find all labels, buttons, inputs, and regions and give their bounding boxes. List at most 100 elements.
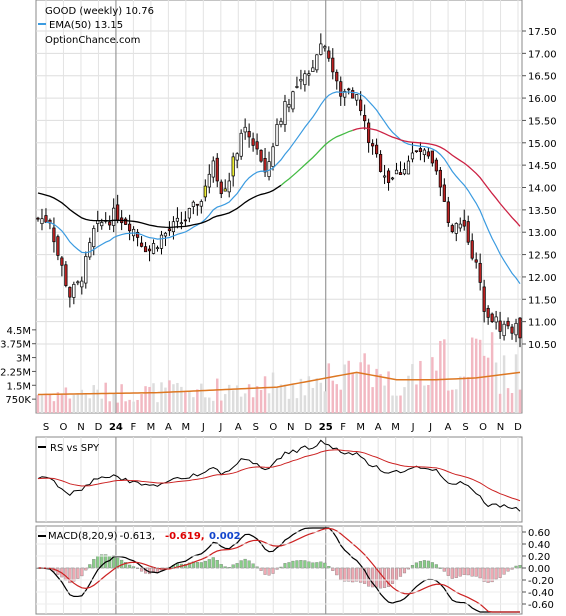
candle [175,217,180,222]
volume-bar [494,362,498,413]
volume-bar [36,394,40,413]
volume-bar [295,398,299,413]
volume-bar [48,393,52,413]
volume-bar [144,386,147,413]
volume-bar [140,394,143,413]
macd-histogram-bar [64,567,68,581]
candle [64,264,68,286]
macd-histogram-bar [207,559,211,569]
volume-bar [220,400,223,413]
candle [446,201,450,223]
ema-legend-label: EMA(50) 13.15 [49,20,123,31]
candle [283,101,287,125]
candle [219,181,223,195]
candle [470,240,474,259]
x-month-label: O [60,422,68,433]
macd-tick-label: -0.40 [528,588,554,599]
volume-bar [319,382,323,413]
macd-legend-label: MACD(8,20,9) -0.613, [48,531,155,542]
candle [112,207,116,226]
candle [375,144,379,155]
volume-bar [196,389,199,413]
macd-histogram-bar [299,560,303,569]
volume-bar [52,401,56,413]
macd-histogram-bar [235,563,239,569]
candle [331,57,335,73]
macd-value: -0.613, [120,531,155,542]
candle [339,81,343,97]
candle [147,248,152,252]
price-tick-label: 14.00 [528,184,557,195]
candle [227,180,231,193]
macd-histogram-bar [434,564,438,569]
candle [128,223,132,232]
x-month-label: S [43,422,49,433]
x-month-label: N [77,422,84,433]
candle [291,91,295,110]
volume-tick-label: 1.5M [6,381,31,392]
macd-histogram-bar [199,562,203,569]
volume-tick-label: 3.75M [0,340,31,351]
price-tick-label: 11.00 [528,318,557,329]
volume-bar [447,390,450,413]
macd-histogram-bar [502,567,506,575]
candle [422,149,426,156]
x-month-label: A [375,422,382,433]
volume-bar [279,384,283,413]
volume-tick-label: 4.5M [6,326,31,337]
candle [450,225,454,232]
rs-legend-label: RS vs SPY [50,443,100,454]
macd-signal-value: -0.619, [165,531,205,542]
candle [255,141,259,150]
candle [486,307,490,318]
volume-bar [148,386,151,413]
macd-histogram-bar [96,555,100,569]
macd-histogram-bar [418,561,422,569]
macd-histogram-bar [359,567,363,583]
candle [382,175,387,178]
candle [187,207,191,219]
candle [203,185,207,198]
volume-bar [510,393,514,413]
macd-histogram-bar [128,564,132,569]
candle [179,222,183,225]
macd-histogram-bar [287,562,291,569]
x-month-label: M [182,422,191,433]
volume-bar [136,399,139,413]
volume-bar [192,397,195,413]
candle [84,256,88,284]
macd-histogram-bar [402,567,407,574]
macd-histogram-bar [211,557,215,569]
candle [100,222,104,227]
candle [151,243,156,254]
macd-histogram-bar [458,567,462,577]
x-month-label: A [445,422,452,433]
volume-bar [407,375,410,413]
candle [490,313,494,323]
macd-histogram-bar [243,558,247,569]
volume-bar [223,394,227,413]
volume-bar [379,374,382,413]
price-grid [36,0,522,413]
volume-bar [263,376,267,413]
macd-tick-label: 0.60 [528,528,550,539]
price-tick-label: 17.50 [528,27,557,38]
rs-grid [45,437,519,522]
candle [159,234,164,249]
volume-bar [104,382,107,413]
macd-histogram-bar [355,567,359,582]
rs-lines [37,439,521,512]
volume-bar [470,337,474,413]
candle [303,73,307,86]
macd-histogram-bar [430,562,434,569]
volume-bar [303,395,307,413]
candle [263,157,267,173]
candle [247,131,251,138]
price-tick-label: 16.50 [528,72,557,83]
volume-bar [40,395,44,413]
volume-bar [315,378,319,413]
volume-bar [466,377,470,413]
candle [295,86,299,88]
volume-bar [259,389,263,413]
candle [299,78,303,82]
